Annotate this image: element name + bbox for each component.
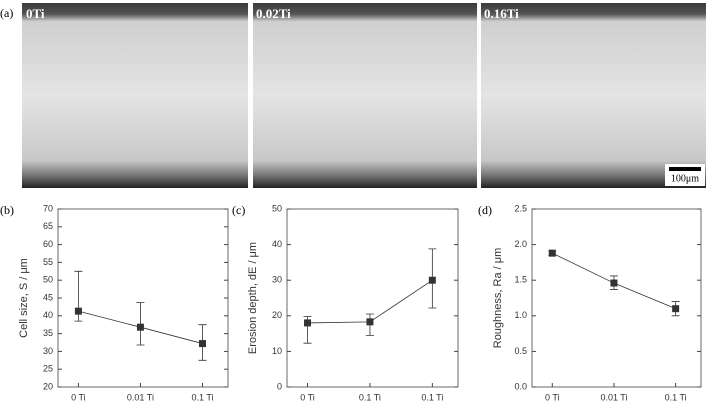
x-tick-label: 0.1 Ti xyxy=(191,392,213,402)
x-tick-label: 0.1 Ti xyxy=(421,392,443,402)
y-tick-label: 25 xyxy=(43,364,53,374)
y-axis-label: Cell size, S / μm xyxy=(18,258,30,338)
data-point xyxy=(136,323,144,331)
data-point xyxy=(199,340,206,348)
y-tick-label: 0.0 xyxy=(514,381,527,391)
y-axis-label: Roughness, Ra / μm xyxy=(492,248,504,349)
y-axis-label: Erosion depth, dE / μm xyxy=(247,242,259,354)
micrograph xyxy=(253,3,477,188)
data-point xyxy=(548,249,556,257)
panel-label: (c) xyxy=(232,203,245,217)
data-point xyxy=(304,319,312,327)
y-tick-label: 40 xyxy=(43,310,53,320)
plot-frame xyxy=(531,208,702,388)
x-tick-label: 0 Ti xyxy=(300,392,315,402)
panel-label: (d) xyxy=(478,203,492,217)
y-tick-label: 2.0 xyxy=(514,239,527,249)
x-tick-label: 0.01 Ti xyxy=(127,392,154,402)
y-tick-label: 40 xyxy=(272,239,282,249)
x-tick-label: 0.01 Ti xyxy=(600,392,627,402)
micrograph xyxy=(22,3,248,188)
data-point xyxy=(428,276,436,284)
micrograph-panel: (a) 0Ti 0.02Ti 0.16Ti 100μm xyxy=(0,3,706,188)
y-tick-label: 10 xyxy=(272,346,282,356)
y-tick-label: 30 xyxy=(43,346,53,356)
y-tick-label: 50 xyxy=(272,203,282,213)
panel-label: (b) xyxy=(0,203,14,217)
y-tick-label: 50 xyxy=(43,275,53,285)
y-tick-label: 1.5 xyxy=(514,275,527,285)
scale-bar xyxy=(669,167,701,171)
plot-frame xyxy=(286,208,459,388)
y-tick-label: 65 xyxy=(43,221,53,231)
data-point xyxy=(366,318,374,326)
x-tick-label: 0.1 Ti xyxy=(665,392,687,402)
y-tick-label: 45 xyxy=(43,292,53,302)
y-tick-label: 35 xyxy=(43,328,53,338)
image-label: 0Ti xyxy=(26,6,45,21)
image-label: 0.02Ti xyxy=(256,6,291,21)
y-tick-label: 70 xyxy=(43,203,53,213)
panel-label: (a) xyxy=(0,6,13,20)
y-tick-label: 0 xyxy=(277,381,282,391)
x-tick-label: 0 Ti xyxy=(545,392,560,402)
y-tick-label: 20 xyxy=(43,381,53,391)
y-tick-label: 1.0 xyxy=(514,310,527,320)
y-tick-label: 20 xyxy=(272,310,282,320)
y-tick-label: 0.5 xyxy=(514,346,527,356)
scale-label: 100μm xyxy=(671,173,699,184)
y-tick-label: 2.5 xyxy=(514,203,527,213)
y-tick-label: 55 xyxy=(43,257,53,267)
micrograph xyxy=(481,3,706,188)
x-tick-label: 0.1 Ti xyxy=(359,392,381,402)
image-label: 0.16Ti xyxy=(484,6,519,21)
data-point xyxy=(672,305,680,313)
x-tick-label: 0 Ti xyxy=(71,392,86,402)
y-tick-label: 30 xyxy=(272,275,282,285)
y-tick-label: 60 xyxy=(43,239,53,249)
data-point xyxy=(74,307,82,315)
data-point xyxy=(610,279,618,287)
